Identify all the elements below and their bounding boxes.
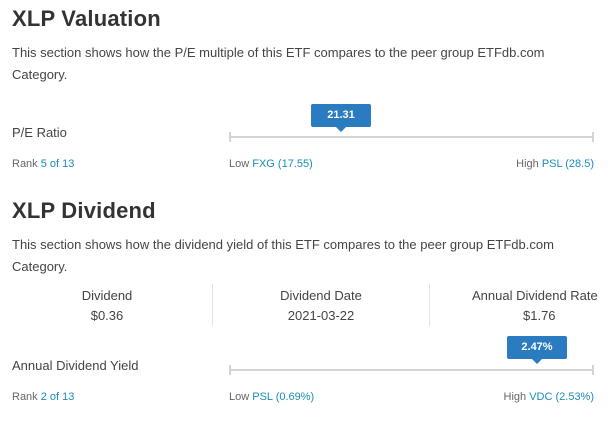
low-label: Low	[229, 391, 250, 403]
dividend-yield-label: Annual Dividend Yield	[12, 358, 139, 373]
pe-rank-link[interactable]: 5 of 13	[40, 158, 75, 170]
pe-low-link[interactable]: FXG (17.55)	[252, 158, 313, 170]
high-label: High	[503, 391, 527, 403]
yield-value-badge: 2.47%	[507, 336, 567, 364]
rank-label: Rank	[12, 158, 38, 170]
pe-high: High PSL (28.5)	[516, 158, 594, 170]
dividend-description: This section shows how the dividend yiel…	[12, 237, 554, 274]
low-label: Low	[229, 158, 250, 170]
stat-label: Dividend Date	[280, 288, 362, 303]
stat-dividend: Dividend $0.36	[12, 286, 202, 326]
divider	[212, 284, 213, 326]
divider	[429, 284, 430, 326]
valuation-title: XLP Valuation	[12, 6, 161, 31]
pe-value-badge: 21.31	[311, 104, 371, 132]
pe-low: Low FXG (17.55)	[229, 158, 313, 170]
stat-value: $0.36	[90, 308, 124, 323]
dividend-title: XLP Dividend	[12, 198, 156, 223]
yield-low: Low PSL (0.69%)	[229, 391, 314, 403]
valuation-description: This section shows how the P/E multiple …	[12, 45, 545, 82]
stat-label: Dividend	[81, 288, 133, 303]
yield-rank-link[interactable]: 2 of 13	[40, 391, 75, 403]
high-label: High	[516, 158, 539, 170]
yield-high: High VDC (2.53%)	[504, 391, 594, 403]
pe-high-link[interactable]: PSL (28.5)	[541, 158, 594, 170]
pe-ratio-label: P/E Ratio	[12, 125, 67, 140]
pe-rank: Rank 5 of 13	[12, 158, 74, 170]
yield-range-bar	[229, 365, 594, 375]
stat-dividend-date: Dividend Date 2021-03-22	[222, 286, 420, 326]
pe-range-bar	[229, 132, 594, 142]
rank-label: Rank	[12, 391, 38, 403]
stat-value: 2021-03-22	[287, 308, 355, 323]
stat-label: Annual Dividend Rate	[472, 288, 598, 303]
stat-value: $1.76	[523, 308, 556, 323]
yield-high-link[interactable]: VDC (2.53%)	[529, 391, 594, 403]
stat-annual-dividend-rate: Annual Dividend Rate $1.76	[440, 286, 608, 326]
yield-rank: Rank 2 of 13	[12, 391, 74, 403]
yield-low-link[interactable]: PSL (0.69%)	[252, 391, 315, 403]
